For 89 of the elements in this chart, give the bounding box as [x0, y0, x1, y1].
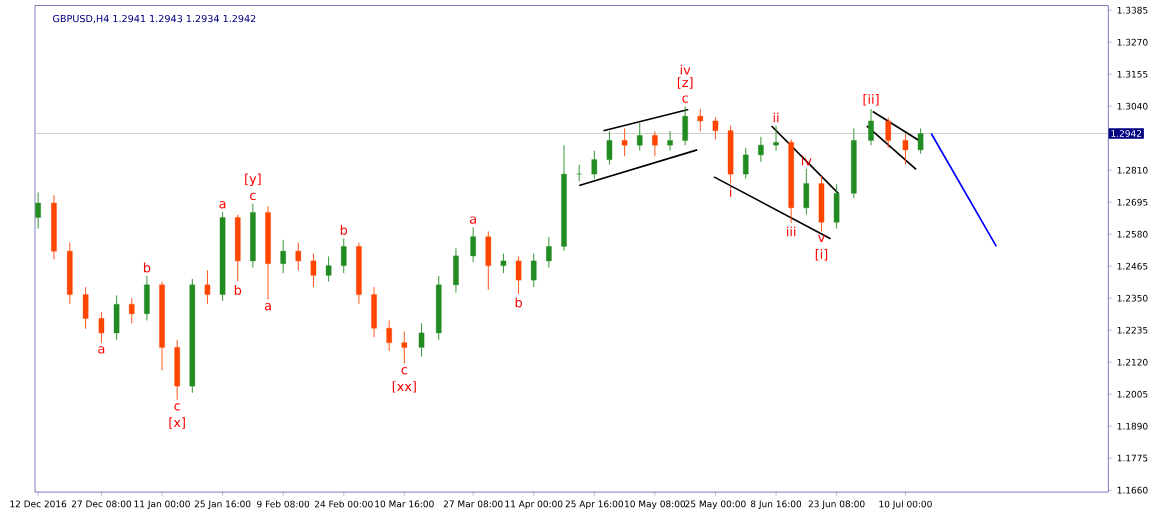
- annotation: b: [515, 297, 522, 308]
- candlestick: [204, 269, 211, 305]
- candlestick: [652, 130, 658, 157]
- x-tick-label: 12 Dec 2016: [10, 500, 67, 508]
- annotation: [i]: [815, 249, 828, 261]
- annotation: i: [730, 187, 732, 197]
- candlestick: [773, 125, 779, 152]
- y-tick-label: 1.3270: [1117, 38, 1148, 46]
- candlestick: [697, 108, 704, 132]
- candlestick: [128, 297, 135, 324]
- candlestick: [917, 128, 924, 154]
- annotation: b: [143, 262, 151, 273]
- annotation: c: [250, 192, 256, 201]
- annotation: v: [818, 234, 825, 242]
- annotation: [z]: [677, 77, 693, 89]
- x-tick-label: 25 Apr 16:00: [565, 500, 623, 510]
- annotation: iii: [787, 226, 796, 237]
- candlestick: [758, 136, 764, 163]
- candlestick: [280, 239, 286, 274]
- candlestick: [902, 133, 909, 166]
- candlestick: [418, 322, 425, 358]
- y-tick-label: 1.3040: [1117, 102, 1148, 110]
- candlestick: [470, 226, 476, 263]
- annotation: iv: [680, 64, 691, 75]
- y-tick-label: 1.2120: [1117, 358, 1148, 366]
- y-tick-label: 1.2235: [1117, 326, 1148, 334]
- y-tick-label: 1.1775: [1117, 454, 1148, 462]
- annotation: a: [469, 216, 476, 224]
- x-tick-label: 27 Dec 08:00: [71, 500, 132, 508]
- y-tick-label: 1.2580: [1117, 230, 1148, 238]
- annotation: b: [234, 284, 242, 295]
- y-tick-label: 1.2810: [1117, 166, 1148, 174]
- annotation: a: [98, 346, 105, 354]
- annotation: [xx]: [392, 381, 416, 393]
- x-tick-label: 9 Feb 08:00: [257, 500, 310, 508]
- x-tick-label: 8 Jun 16:00: [750, 500, 802, 509]
- candlestick: [401, 331, 408, 365]
- candlestick: [386, 320, 392, 352]
- y-tick-label: 1.3155: [1117, 70, 1148, 78]
- candlestick: [885, 116, 892, 149]
- candlestick: [82, 286, 89, 330]
- text: GBPUSD,H4 1.2941 1.2943 1.2934 1.2942: [52, 14, 256, 24]
- candlestick: [712, 116, 719, 141]
- candlestick: [742, 147, 749, 180]
- x-tick-label: 23 Jun 08:00: [808, 500, 865, 509]
- candlestick: [500, 253, 507, 274]
- candlestick: [636, 122, 643, 152]
- y-tick-label: 1.1890: [1117, 422, 1148, 430]
- annotation: a: [264, 303, 271, 311]
- y-tick-label: 1.2005: [1117, 390, 1148, 398]
- x-tick-label: 25 Jan 16:00: [194, 500, 251, 509]
- x-tick-label: 10 May 08:00: [625, 500, 686, 510]
- y-tick-label: 1.2465: [1117, 262, 1148, 270]
- x-tick-label: 10 Mar 16:00: [375, 500, 434, 508]
- candlestick: [35, 192, 41, 230]
- annotation: c: [682, 95, 688, 103]
- candlestick: [621, 128, 628, 157]
- candlestick: [868, 108, 874, 146]
- candlestick: [295, 242, 302, 271]
- annotation: ii: [773, 112, 779, 123]
- annotation: [x]: [169, 417, 185, 429]
- candlestick: [667, 130, 673, 152]
- y-tick-label: 1.1660: [1117, 486, 1148, 494]
- x-tick-label: 25 May 00:00: [685, 500, 746, 510]
- y-tick-label: 1.2695: [1117, 198, 1148, 206]
- candlestick: [98, 311, 105, 344]
- x-tick-label: 27 Mar 08:00: [443, 500, 503, 508]
- x-tick-label: 10 Jul 00:00: [879, 500, 932, 510]
- annotation: c: [174, 403, 180, 411]
- ref-line-label: 1.2942: [1111, 130, 1142, 137]
- candlestick: [576, 164, 582, 182]
- candlestick: [310, 253, 317, 288]
- annotation: b: [340, 224, 348, 235]
- annotation: [y]: [245, 173, 261, 187]
- candlestick: [515, 256, 522, 295]
- y-tick-label: 1.3385: [1117, 6, 1148, 14]
- candlestick: [530, 253, 537, 288]
- y-tick-label: 1.2350: [1117, 294, 1148, 302]
- x-tick-label: 11 Apr 00:00: [505, 500, 563, 510]
- candlestick: [591, 150, 598, 180]
- candlestick: [325, 256, 332, 282]
- annotation: a: [219, 201, 226, 209]
- annotation: c: [401, 367, 408, 375]
- x-tick-label: 11 Jan 00:00: [134, 500, 190, 509]
- candlestick: [340, 237, 347, 274]
- candlestick: [606, 130, 613, 166]
- candlestick: [546, 236, 552, 269]
- x-tick-label: 24 Feb 00:00: [314, 500, 373, 508]
- annotation: [ii]: [863, 94, 879, 106]
